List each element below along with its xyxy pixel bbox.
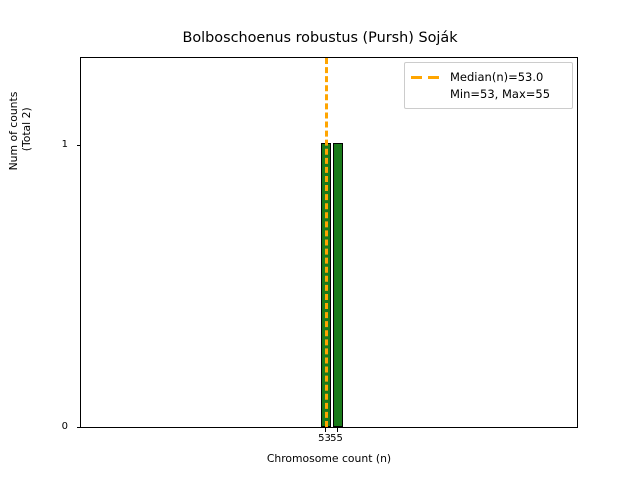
dashed-line-swatch-icon [411,70,443,84]
plot-inner [81,58,577,427]
legend-item-minmax: Min=53, Max=55 [411,85,566,102]
y-tick-label-0: 0 [61,421,68,432]
bar-55 [333,142,343,427]
legend-label-minmax: Min=53, Max=55 [450,86,551,101]
median-line [325,58,328,427]
legend: Median(n)=53.0 Min=53, Max=55 [404,62,573,109]
chart-title: Bolboschoenus robustus (Pursh) Soják [182,30,458,46]
plot-area [80,57,578,428]
y-tick-label-1: 1 [61,139,68,150]
x-tick-label-53: 53 [318,433,331,444]
legend-item-median: Median(n)=53.0 [411,68,566,85]
y-axis-label: Num of counts (Total 2) [7,91,33,171]
x-tick-label-55: 55 [330,433,343,444]
y-tick-mark-1 [76,145,80,146]
x-tick-mark-53 [324,428,326,432]
x-axis-label: Chromosome count (n) [266,452,392,465]
x-tick-mark-55 [336,428,338,432]
y-tick-mark-0 [76,427,80,428]
legend-label-median: Median(n)=53.0 [450,69,544,84]
